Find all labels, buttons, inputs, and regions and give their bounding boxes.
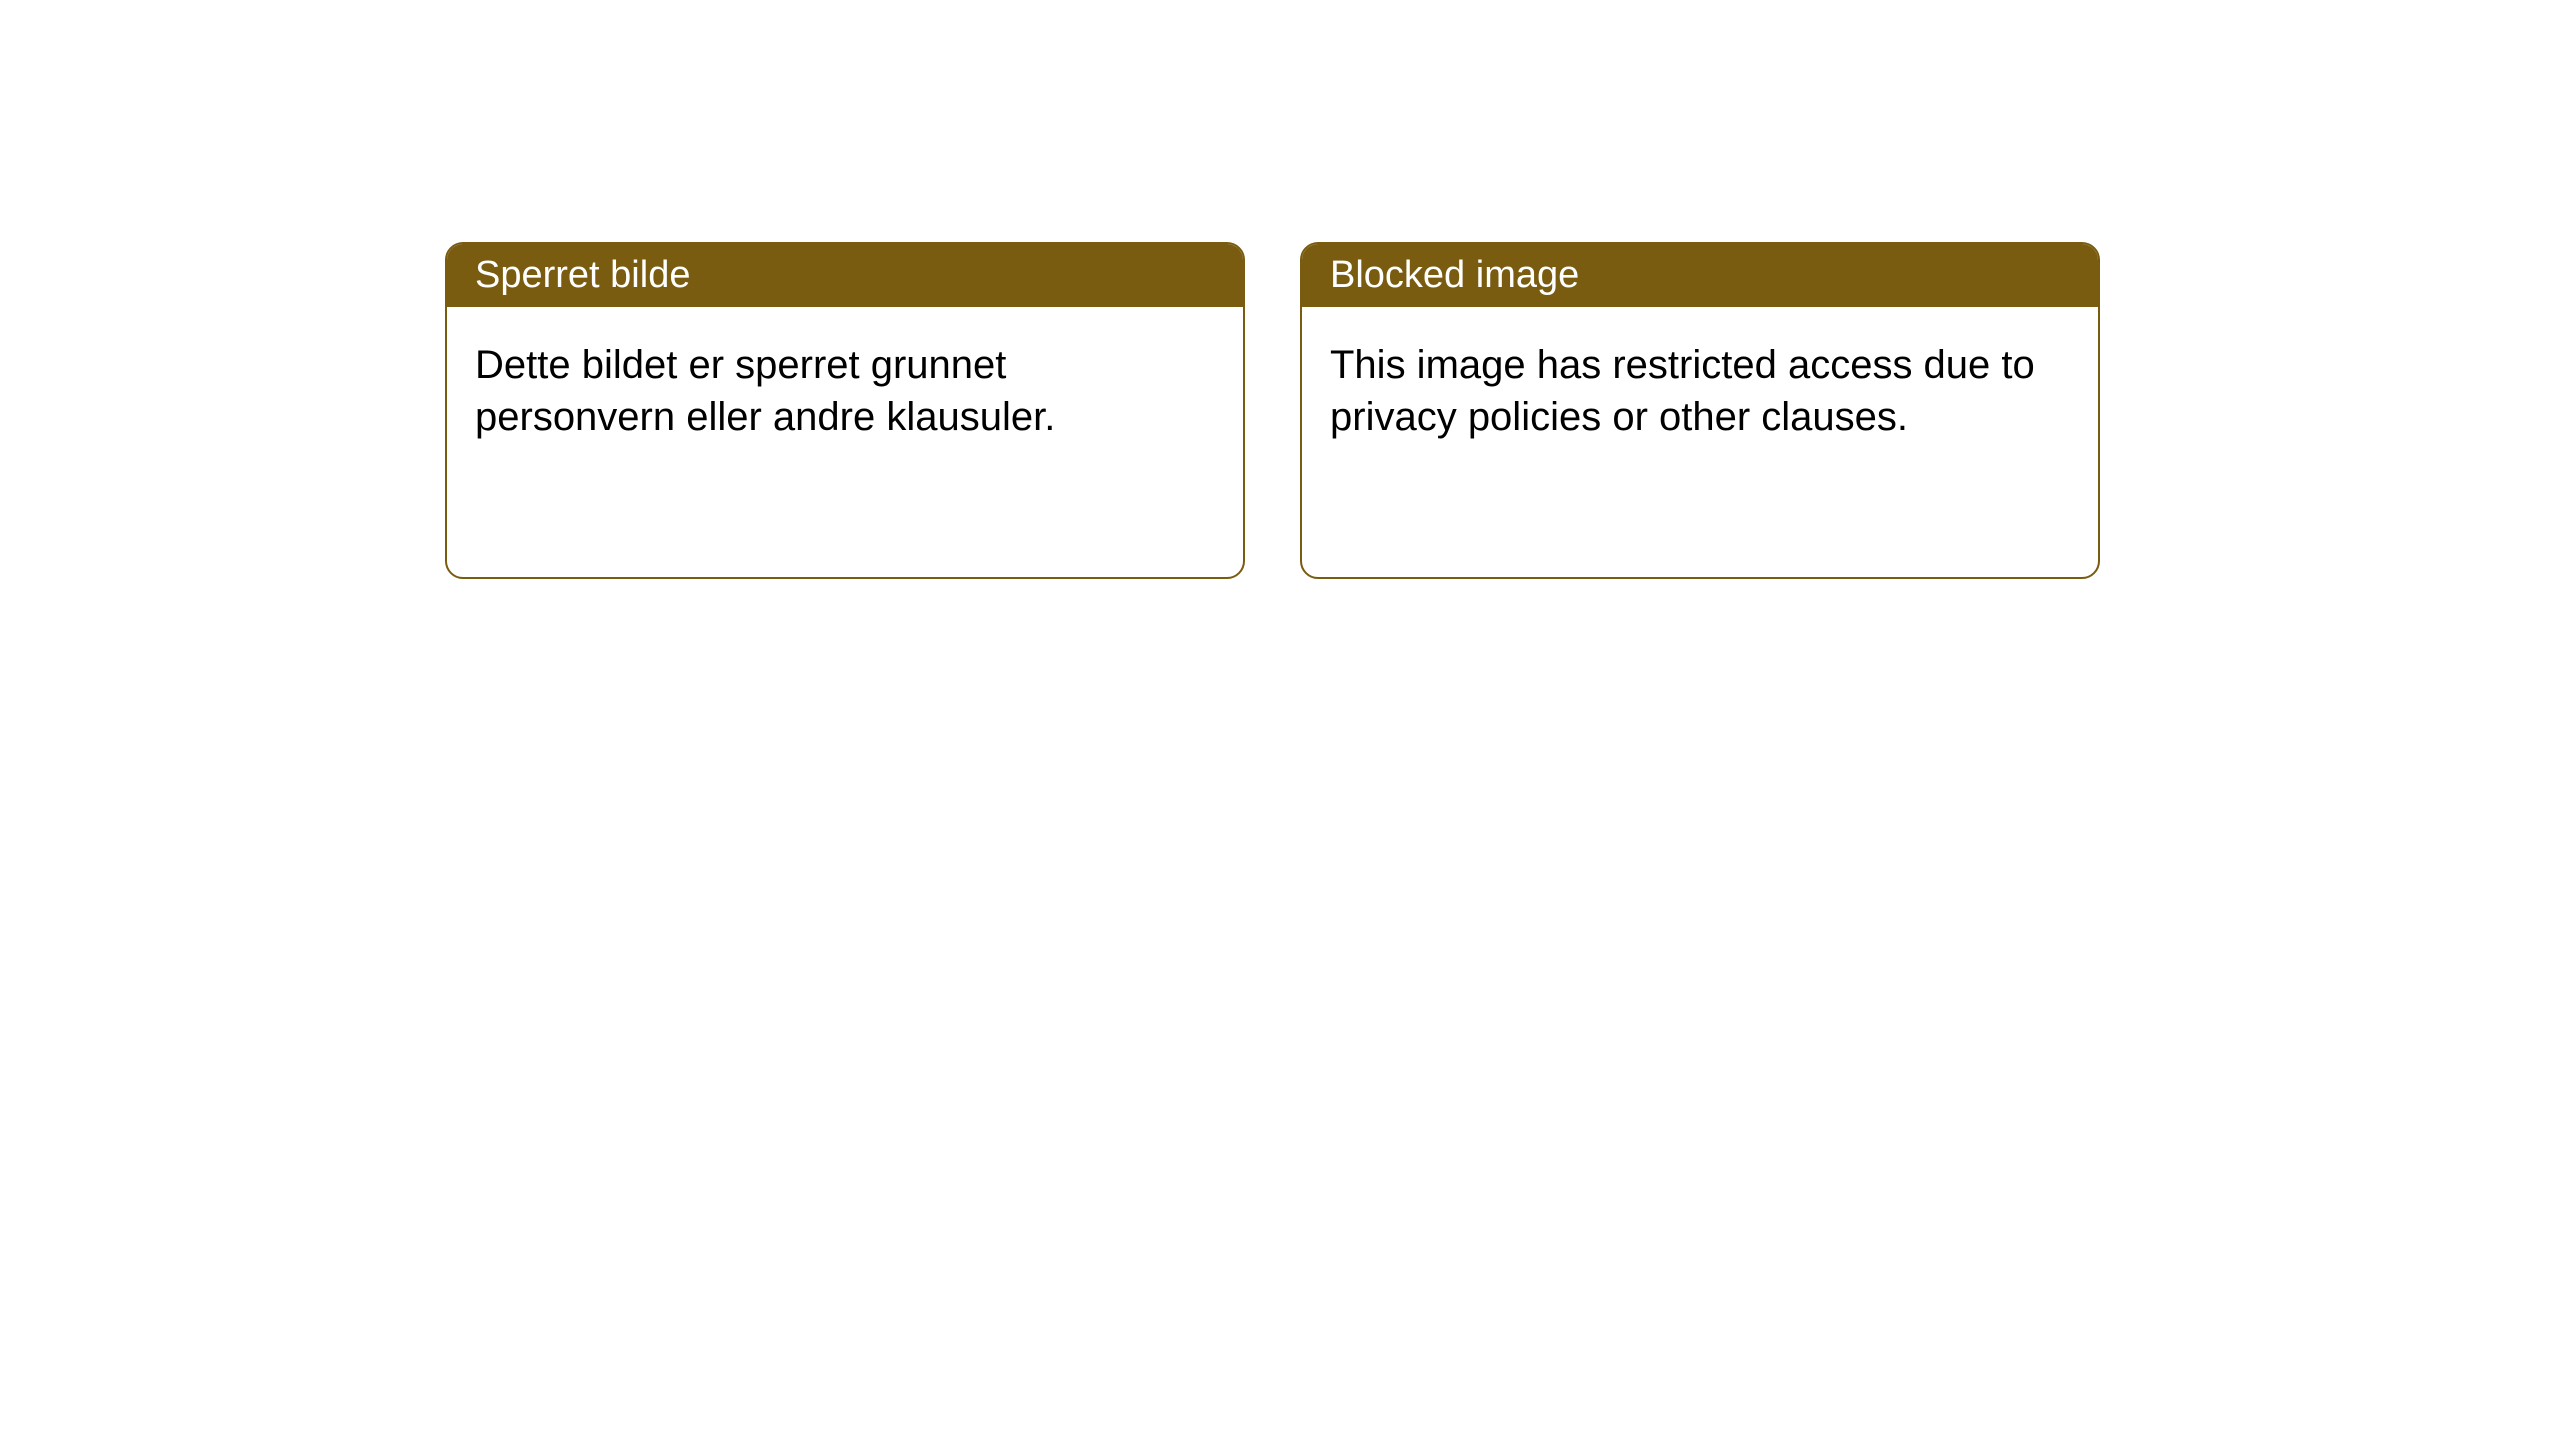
- notice-body: Dette bildet er sperret grunnet personve…: [447, 307, 1243, 577]
- notice-header: Blocked image: [1302, 244, 2098, 307]
- notice-card-norwegian: Sperret bilde Dette bildet er sperret gr…: [445, 242, 1245, 579]
- notice-header: Sperret bilde: [447, 244, 1243, 307]
- notice-cards-container: Sperret bilde Dette bildet er sperret gr…: [445, 242, 2100, 579]
- notice-body: This image has restricted access due to …: [1302, 307, 2098, 577]
- notice-card-english: Blocked image This image has restricted …: [1300, 242, 2100, 579]
